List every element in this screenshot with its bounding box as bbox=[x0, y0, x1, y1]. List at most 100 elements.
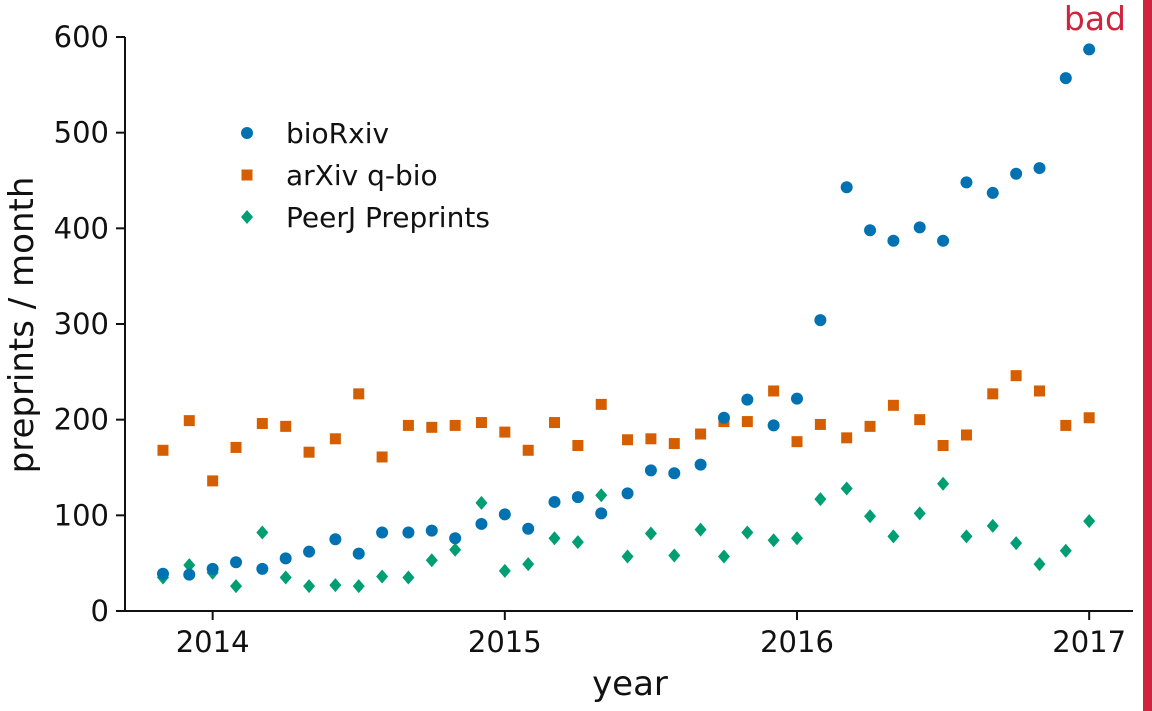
x-tick-label: 2016 bbox=[760, 625, 834, 659]
data-point bbox=[1034, 385, 1046, 397]
data-point bbox=[279, 570, 292, 585]
data-point bbox=[937, 234, 950, 247]
data-point bbox=[449, 542, 462, 557]
data-point bbox=[960, 429, 972, 441]
data-point bbox=[402, 570, 415, 585]
data-point bbox=[522, 557, 535, 572]
data-point bbox=[157, 444, 169, 456]
data-point bbox=[1010, 167, 1023, 180]
data-point bbox=[791, 392, 803, 405]
data-point bbox=[887, 399, 899, 411]
y-tick-label: 100 bbox=[54, 498, 109, 532]
data-point bbox=[279, 552, 292, 565]
data-point bbox=[741, 525, 754, 540]
data-point bbox=[767, 533, 780, 548]
data-point bbox=[1033, 162, 1046, 175]
data-point bbox=[256, 562, 269, 575]
data-point bbox=[329, 533, 342, 546]
data-point bbox=[522, 522, 535, 535]
data-point bbox=[256, 417, 268, 429]
y-tick-label: 500 bbox=[54, 116, 109, 150]
x-tick-label: 2017 bbox=[1052, 625, 1126, 659]
data-point bbox=[767, 419, 780, 432]
legend-marker bbox=[241, 210, 253, 224]
data-point bbox=[1083, 514, 1096, 529]
y-tick-label: 400 bbox=[54, 211, 109, 245]
badge-label: bad bbox=[1064, 0, 1126, 38]
series-biorxiv bbox=[156, 43, 1096, 581]
y-axis-title: preprints / month bbox=[2, 177, 42, 474]
data-point bbox=[352, 579, 365, 594]
data-point bbox=[937, 439, 949, 451]
data-point bbox=[499, 426, 511, 438]
y-axis-ticks: 0 100 200 300 400 500 600 bbox=[54, 20, 125, 628]
data-point bbox=[548, 417, 560, 429]
data-point bbox=[329, 433, 341, 445]
data-point bbox=[1060, 419, 1072, 431]
data-point bbox=[352, 547, 365, 560]
legend-marker bbox=[241, 127, 253, 139]
x-axis-title: year bbox=[592, 664, 668, 704]
data-point bbox=[914, 414, 926, 426]
data-point bbox=[1059, 72, 1072, 85]
data-point bbox=[183, 568, 196, 581]
data-point bbox=[475, 495, 488, 510]
data-point bbox=[986, 518, 999, 533]
data-point bbox=[621, 487, 634, 500]
data-point bbox=[522, 444, 534, 456]
series-arxiv-q-bio bbox=[157, 370, 1095, 487]
y-tick-label: 0 bbox=[91, 594, 109, 628]
data-point bbox=[887, 529, 900, 544]
data-point bbox=[183, 558, 196, 573]
data-point bbox=[207, 475, 219, 487]
data-point bbox=[303, 545, 316, 558]
data-point bbox=[668, 467, 681, 480]
data-point bbox=[814, 314, 827, 327]
data-point bbox=[402, 526, 415, 539]
data-point bbox=[449, 532, 462, 545]
data-point bbox=[230, 556, 243, 569]
data-point bbox=[206, 562, 219, 575]
data-point bbox=[256, 525, 269, 540]
y-tick-label: 300 bbox=[54, 307, 109, 341]
data-point bbox=[864, 509, 877, 524]
data-point bbox=[353, 388, 365, 400]
data-point bbox=[621, 549, 634, 564]
data-point bbox=[376, 451, 388, 463]
data-point bbox=[595, 507, 608, 520]
plot-area bbox=[124, 37, 1133, 612]
series-peerj-preprints bbox=[156, 476, 1096, 594]
y-tick-label: 200 bbox=[54, 403, 109, 437]
data-point bbox=[768, 385, 780, 397]
badge-bar bbox=[1143, 0, 1152, 711]
data-point bbox=[329, 578, 342, 593]
data-point bbox=[840, 181, 853, 194]
data-point bbox=[717, 411, 730, 424]
data-point bbox=[987, 388, 999, 400]
data-point bbox=[156, 567, 169, 580]
data-point bbox=[230, 441, 242, 453]
x-axis-ticks: 2014 2015 2016 2017 bbox=[176, 611, 1126, 659]
data-point bbox=[376, 526, 389, 539]
data-point bbox=[1083, 43, 1096, 56]
data-point bbox=[595, 488, 608, 503]
data-point bbox=[814, 418, 826, 430]
data-point bbox=[814, 492, 827, 507]
data-point bbox=[841, 432, 853, 444]
data-point bbox=[280, 420, 292, 432]
data-point bbox=[572, 439, 584, 451]
data-point bbox=[695, 428, 707, 440]
data-point bbox=[791, 436, 803, 448]
data-point bbox=[183, 415, 195, 427]
data-point bbox=[864, 420, 876, 432]
data-point bbox=[864, 224, 877, 237]
data-point bbox=[1033, 557, 1046, 572]
data-point bbox=[426, 421, 438, 433]
x-tick-label: 2014 bbox=[176, 625, 250, 659]
data-point bbox=[791, 531, 803, 546]
data-point bbox=[1059, 543, 1072, 558]
x-tick-label: 2015 bbox=[468, 625, 542, 659]
data-point bbox=[960, 529, 973, 544]
data-point bbox=[913, 506, 926, 521]
data-point bbox=[376, 569, 389, 584]
